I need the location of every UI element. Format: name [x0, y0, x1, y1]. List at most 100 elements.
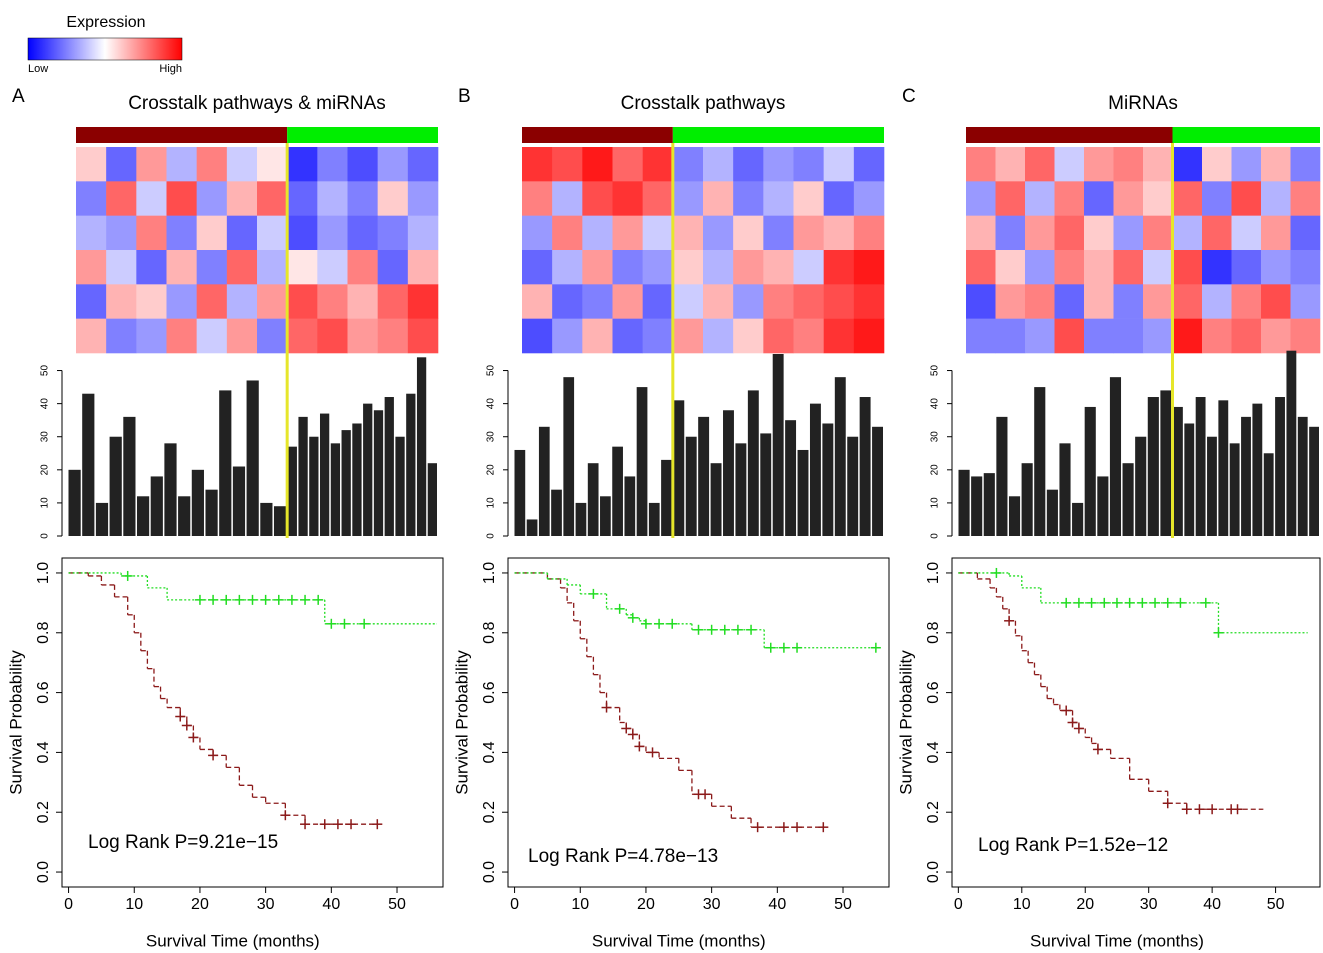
heatmap-cell [612, 318, 643, 354]
panel-title: MiRNAs [1108, 93, 1178, 114]
survival-curve [514, 572, 881, 653]
heatmap-cell [166, 318, 197, 354]
censor-mark [346, 819, 357, 830]
bar [809, 403, 821, 536]
heatmap-cell [763, 250, 794, 285]
censor-mark [208, 594, 219, 605]
heatmap-cell [1025, 250, 1055, 285]
heatmap-cell [582, 147, 613, 182]
heatmap-cell [582, 284, 613, 319]
heatmap-cell [582, 318, 613, 354]
heatmap-cell [642, 250, 674, 285]
bar [1135, 436, 1147, 536]
heatmap-cell [1290, 215, 1321, 251]
heatmap-cell [733, 250, 764, 285]
heatmap-cell [347, 215, 378, 251]
heatmap-cell [287, 284, 318, 319]
censor-mark [778, 642, 789, 653]
bar [1147, 397, 1159, 536]
heatmap-cell [1172, 284, 1203, 319]
heatmap-cell [257, 250, 288, 285]
censor-mark [700, 789, 711, 800]
bar [95, 502, 109, 536]
censor-mark [614, 603, 625, 614]
y-tick-label: 0 [930, 533, 941, 539]
heatmap-cell [106, 147, 137, 182]
bar [698, 416, 710, 536]
x-axis-label: Survival Time (months) [146, 931, 320, 950]
heatmap-cell [1143, 318, 1173, 354]
heatmap-cell [166, 147, 197, 182]
heatmap-cell [407, 147, 439, 182]
x-tick-label: 50 [1267, 896, 1285, 913]
group-bar [522, 127, 673, 143]
bar [246, 380, 259, 536]
y-tick-label: 0.4 [925, 741, 942, 763]
censor-mark [667, 618, 678, 629]
heatmap-cell [1202, 147, 1232, 182]
x-tick-label: 50 [834, 896, 852, 913]
censor-mark [654, 618, 665, 629]
censor-mark [1004, 615, 1015, 626]
censor-mark [260, 594, 271, 605]
y-tick-label: 0 [40, 533, 51, 539]
heatmap-cell [377, 250, 409, 285]
y-tick-label: 0.8 [925, 622, 942, 644]
heatmap-cell [1202, 284, 1232, 319]
heatmap-cell [612, 147, 643, 182]
heatmap-cell [552, 181, 583, 216]
heatmap-cell [823, 147, 855, 182]
heatmap-cell [966, 318, 996, 354]
bar [1160, 390, 1172, 536]
heatmap-cell [407, 250, 439, 285]
heatmap-cell [672, 284, 704, 319]
bar [710, 463, 722, 536]
heatmap-cell [257, 318, 288, 354]
y-tick-label: 50 [486, 365, 497, 377]
heatmap-cell [1054, 181, 1085, 216]
heatmap-cell [76, 215, 107, 251]
y-tick-label: 10 [486, 497, 497, 509]
censor-mark [300, 819, 311, 830]
heatmap-cell [196, 147, 228, 182]
bar [624, 476, 636, 536]
bar [232, 466, 246, 536]
censor-mark [221, 594, 232, 605]
censor-mark [175, 711, 186, 722]
censor-mark [1111, 597, 1122, 608]
censor-mark [1086, 597, 1097, 608]
heatmap-cell [1143, 181, 1173, 216]
heatmap-cell [347, 318, 378, 354]
heatmap-cell [1025, 284, 1055, 319]
y-tick-label: 0.2 [481, 801, 498, 823]
heatmap-cell [1261, 215, 1291, 251]
censor-mark [1162, 597, 1173, 608]
heatmap-cell [672, 250, 704, 285]
y-tick-label: 0.0 [925, 861, 942, 883]
heatmap-cell [793, 318, 824, 354]
y-tick-label: 0.0 [35, 861, 52, 883]
heatmap-cell [522, 250, 553, 285]
heatmap-cell [1172, 215, 1203, 251]
heatmap-cell [1290, 147, 1321, 182]
panel-title: Crosstalk pathways & miRNAs [128, 93, 386, 114]
bar [82, 393, 95, 536]
bar [273, 506, 287, 536]
heatmap-cell [582, 215, 613, 251]
heatmap-cell [612, 250, 643, 285]
heatmap-cell [1172, 250, 1203, 285]
censor-mark [1207, 804, 1218, 815]
censor-mark [991, 567, 1002, 578]
heatmap-cell [522, 284, 553, 319]
heatmap-cell [823, 250, 855, 285]
heatmap-cell [257, 181, 288, 216]
censor-mark [647, 747, 658, 758]
heatmap-cell [582, 250, 613, 285]
heatmap-cell [196, 250, 228, 285]
bar [648, 502, 660, 536]
heatmap-cell [407, 181, 439, 216]
heatmap-cell [196, 181, 228, 216]
bar [406, 393, 416, 536]
heatmap-cell [853, 318, 885, 354]
heatmap-cell [522, 181, 553, 216]
